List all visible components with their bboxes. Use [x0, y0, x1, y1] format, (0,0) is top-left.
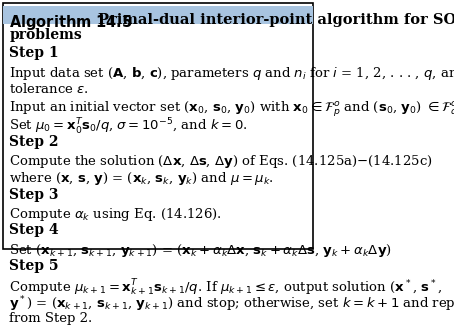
Text: Compute $\mu_{k+1} = \mathbf{x}_{k+1}^T\mathbf{s}_{k+1}/q$. If $\mu_{k+1} \leq \: Compute $\mu_{k+1} = \mathbf{x}_{k+1}^T\…: [10, 277, 443, 298]
Text: $\mathbf{y}^*$) = ($\mathbf{x}_{k+1}$, $\mathbf{s}_{k+1}$, $\mathbf{y}_{k+1}$) a: $\mathbf{y}^*$) = ($\mathbf{x}_{k+1}$, $…: [10, 295, 454, 314]
Text: Step 4: Step 4: [10, 224, 59, 238]
Text: Input an initial vector set ($\mathbf{x}_0$, $\mathbf{s}_0$, $\mathbf{y}_0$) wit: Input an initial vector set ($\mathbf{x}…: [10, 100, 454, 119]
Text: Step 2: Step 2: [10, 135, 59, 149]
Text: Compute $\alpha_k$ using Eq. (14.126).: Compute $\alpha_k$ using Eq. (14.126).: [10, 206, 222, 223]
FancyBboxPatch shape: [3, 6, 313, 24]
Text: tolerance $\varepsilon$.: tolerance $\varepsilon$.: [10, 82, 89, 96]
Text: $\bf{Algorithm\ 14.5}$: $\bf{Algorithm\ 14.5}$: [10, 13, 133, 32]
Text: Set $\mu_0 = \mathbf{x}_0^T\mathbf{s}_0/q$, $\sigma = 10^{-5}$, and $k = 0$.: Set $\mu_0 = \mathbf{x}_0^T\mathbf{s}_0/…: [10, 117, 248, 137]
Text: Step 1: Step 1: [10, 46, 59, 60]
Text: from Step 2.: from Step 2.: [10, 312, 93, 325]
Text: Input data set ($\mathbf{A}$, $\mathbf{b}$, $\mathbf{c}$), parameters $q$ and $n: Input data set ($\mathbf{A}$, $\mathbf{b…: [10, 65, 454, 82]
Text: problems: problems: [10, 28, 82, 42]
Text: Compute the solution ($\Delta\mathbf{x}$, $\Delta\mathbf{s}$, $\Delta\mathbf{y}$: Compute the solution ($\Delta\mathbf{x}$…: [10, 153, 433, 170]
Text: Step 3: Step 3: [10, 188, 59, 202]
FancyBboxPatch shape: [3, 3, 313, 249]
Text: Primal-dual interior-point algorithm for SOCP: Primal-dual interior-point algorithm for…: [98, 13, 454, 27]
Text: Step 5: Step 5: [10, 259, 59, 273]
Text: where ($\mathbf{x}$, $\mathbf{s}$, $\mathbf{y}$) = ($\mathbf{x}_k$, $\mathbf{s}_: where ($\mathbf{x}$, $\mathbf{s}$, $\mat…: [10, 170, 274, 187]
Text: Set ($\mathbf{x}_{k+1}$, $\mathbf{s}_{k+1}$, $\mathbf{y}_{k+1}$) = ($\mathbf{x}_: Set ($\mathbf{x}_{k+1}$, $\mathbf{s}_{k+…: [10, 241, 392, 259]
